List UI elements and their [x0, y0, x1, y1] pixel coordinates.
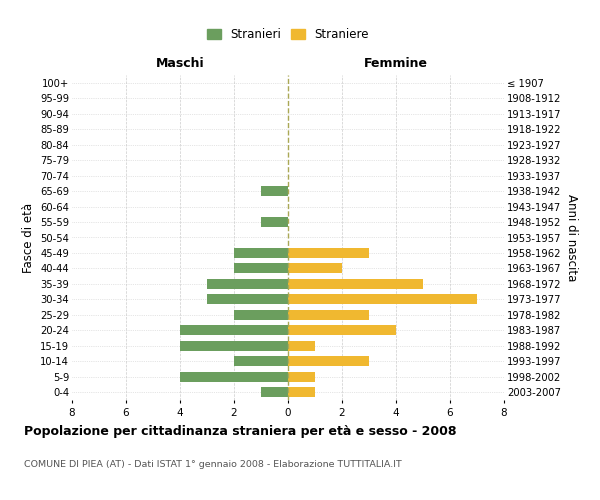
Bar [234, 264, 288, 274]
Y-axis label: Anni di nascita: Anni di nascita [565, 194, 578, 281]
Bar [207, 294, 288, 304]
Bar [180, 372, 288, 382]
Bar [180, 341, 288, 351]
Bar [288, 294, 477, 304]
Legend: Stranieri, Straniere: Stranieri, Straniere [205, 26, 371, 44]
Bar [288, 326, 396, 336]
Bar [261, 186, 288, 196]
Text: COMUNE DI PIEA (AT) - Dati ISTAT 1° gennaio 2008 - Elaborazione TUTTITALIA.IT: COMUNE DI PIEA (AT) - Dati ISTAT 1° genn… [24, 460, 402, 469]
Bar [288, 341, 315, 351]
Bar [288, 387, 315, 398]
Bar [288, 248, 369, 258]
Bar [180, 326, 288, 336]
Bar [234, 310, 288, 320]
Text: Femmine: Femmine [364, 58, 428, 70]
Bar [234, 248, 288, 258]
Text: Popolazione per cittadinanza straniera per età e sesso - 2008: Popolazione per cittadinanza straniera p… [24, 425, 457, 438]
Text: Maschi: Maschi [155, 58, 205, 70]
Bar [261, 217, 288, 227]
Bar [288, 372, 315, 382]
Bar [234, 356, 288, 366]
Bar [207, 279, 288, 289]
Bar [288, 279, 423, 289]
Bar [288, 264, 342, 274]
Bar [288, 356, 369, 366]
Bar [261, 387, 288, 398]
Bar [288, 310, 369, 320]
Y-axis label: Fasce di età: Fasce di età [22, 202, 35, 272]
